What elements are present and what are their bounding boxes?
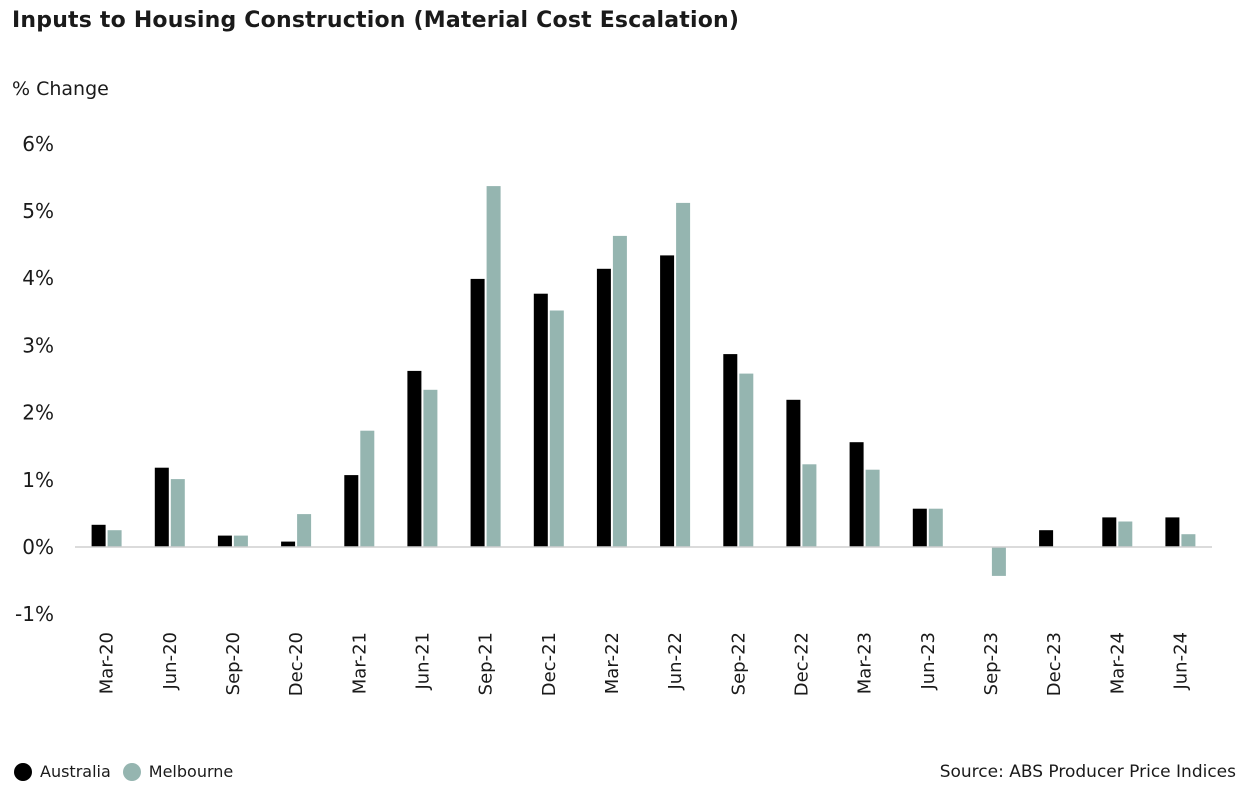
legend-item-melbourne: Melbourne [122,762,234,781]
bar-australia-mar-23 [849,442,864,547]
bars [91,186,1196,576]
y-tick-label: 0% [22,535,54,559]
x-tick-label: Jun-21 [412,632,433,691]
y-tick-label: 3% [22,333,54,357]
y-tick-label: -1% [15,602,54,626]
y-tick-label: 4% [22,266,54,290]
bar-australia-sep-21 [470,278,485,547]
bar-melbourne-sep-22 [739,373,754,547]
x-tick-label: Sep-21 [476,632,497,695]
bar-australia-dec-22 [786,399,801,547]
legend-label-melbourne: Melbourne [148,762,234,781]
x-tick-label: Jun-20 [160,632,181,691]
bar-melbourne-mar-20 [107,530,122,547]
bar-australia-dec-23 [1039,530,1054,547]
x-tick-label: Jun-23 [918,632,939,691]
bar-australia-jun-24 [1165,517,1180,547]
bar-melbourne-jun-22 [676,202,691,547]
x-tick-label: Dec-22 [791,632,812,696]
bar-melbourne-sep-21 [486,186,501,547]
x-tick-label: Dec-20 [286,632,307,696]
legend-swatch-australia [14,762,32,781]
bar-australia-jun-20 [154,467,169,547]
bar-melbourne-jun-20 [170,479,185,547]
bar-melbourne-sep-23 [991,547,1006,576]
bar-australia-sep-22 [723,354,738,547]
y-tick-label: 5% [22,199,54,223]
x-tick-label: Mar-21 [349,632,370,694]
x-tick-label: Sep-20 [223,632,244,695]
x-tick-label: Dec-23 [1044,632,1065,696]
legend-label-australia: Australia [40,762,111,781]
legend: Australia Melbourne [14,762,245,781]
y-axis-ticks: 6% 5% 4% 3% 2% 1% 0% -1% [15,132,54,626]
bar-melbourne-mar-22 [612,235,627,547]
y-tick-label: 2% [22,401,54,425]
y-tick-label: 6% [22,132,54,156]
bar-australia-jun-22 [660,255,675,547]
bar-melbourne-dec-20 [297,514,312,547]
bar-melbourne-mar-23 [865,469,880,547]
bar-melbourne-mar-24 [1118,521,1133,547]
y-tick-label: 1% [22,468,54,492]
bar-melbourne-mar-21 [360,430,375,547]
x-tick-label: Sep-23 [981,632,1002,695]
bar-australia-dec-20 [281,541,296,547]
bar-australia-mar-20 [91,524,106,547]
bar-australia-mar-21 [344,475,359,547]
x-tick-label: Jun-24 [1170,632,1191,691]
bar-chart: 6% 5% 4% 3% 2% 1% 0% -1% Mar-20 Jun-20 Sep-20 Dec-… [15,132,1212,696]
bar-melbourne-dec-22 [802,464,817,547]
x-axis-ticks: Mar-20 Jun-20 Sep-20 Dec-20 Mar-21 Jun-21 Sep-… [97,632,1192,696]
x-tick-label: Mar-23 [855,632,876,694]
x-tick-label: Mar-24 [1107,632,1128,694]
legend-item-australia: Australia [14,762,111,781]
x-tick-label: Jun-22 [665,632,686,691]
chart-title: Inputs to Housing Construction (Material… [12,8,740,33]
bar-melbourne-jun-21 [423,389,438,547]
bar-australia-sep-20 [217,535,232,547]
bar-melbourne-sep-20 [233,535,248,547]
bar-australia-mar-22 [596,268,611,547]
x-tick-label: Mar-22 [602,632,623,694]
legend-swatch-melbourne [122,762,141,781]
bar-australia-dec-21 [533,293,548,547]
bar-australia-jun-21 [407,370,422,547]
bar-melbourne-dec-21 [549,310,564,547]
bar-australia-jun-23 [912,508,927,547]
bar-melbourne-jun-24 [1181,534,1196,547]
source-note: Source: ABS Producer Price Indices [939,762,1236,782]
x-tick-label: Sep-22 [728,632,749,695]
x-tick-label: Dec-21 [539,632,560,696]
bar-australia-mar-24 [1102,517,1117,547]
bar-melbourne-jun-23 [928,508,943,547]
y-axis-label: % Change [12,78,109,100]
x-tick-label: Mar-20 [97,632,118,694]
